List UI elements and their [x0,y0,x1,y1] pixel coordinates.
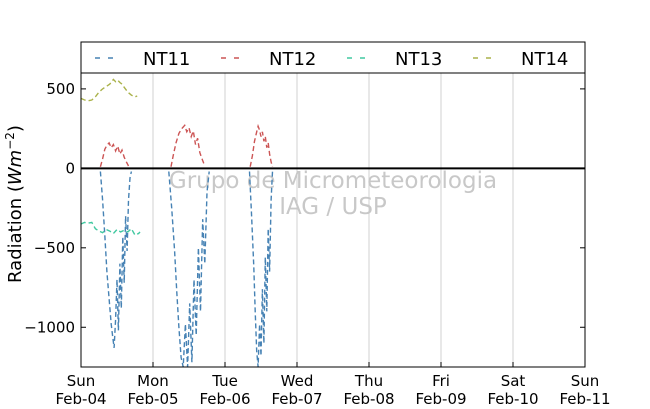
series-nt11-line [248,171,274,367]
series-lines [81,78,274,367]
series-nt11-line [168,171,210,367]
series-nt12-line [170,124,206,167]
y-axis-label-text: Radiation [5,198,26,283]
x-tick-date-label: Feb-07 [271,390,322,408]
plot-frame [80,72,586,368]
x-tick-date-label: Feb-08 [343,390,394,408]
legend-label-nt12: NT12 [269,49,316,70]
legend: NT11 NT12 NT13 NT14 [80,41,586,74]
axes: 5000−500−1000SunFeb-04MonFeb-05TueFeb-06… [24,80,610,408]
y-tick-label: −1000 [24,318,75,336]
x-tick-day-label: Fri [432,372,450,390]
legend-label-nt13: NT13 [395,49,442,70]
legend-label-nt14: NT14 [521,49,568,70]
series-nt12-line [99,141,130,167]
x-tick-day-label: Thu [354,372,383,390]
y-tick-label: 500 [46,80,75,98]
y-axis-label-unit: Wm [5,150,26,185]
x-tick-date-label: Feb-06 [199,390,250,408]
watermark-line-1: Grupo de Micrometeorologia [169,168,497,194]
watermark-line-2: IAG / USP [279,194,387,220]
legend-box [80,41,586,74]
x-tick-date-label: Feb-10 [487,390,538,408]
x-tick-date-label: Feb-05 [127,390,178,408]
y-axis-label: Radiation (Wm−2) [3,125,26,283]
x-tick-day-label: Mon [137,372,169,390]
x-tick-date-label: Feb-11 [559,390,610,408]
series-nt14-line [81,78,138,102]
x-tick-day-label: Sun [571,372,600,390]
legend-label-nt11: NT11 [143,49,190,70]
series-nt11-line [99,171,133,348]
x-tick-day-label: Wed [281,372,314,390]
x-tick-date-label: Feb-04 [55,390,106,408]
y-tick-label: −500 [34,239,75,257]
x-tick-day-label: Sat [501,372,526,390]
x-tick-day-label: Sun [67,372,96,390]
vertical-grid [152,73,514,367]
x-tick-date-label: Feb-09 [415,390,466,408]
x-tick-day-label: Tue [211,372,238,390]
series-nt13-line [81,221,141,236]
y-axis-label-exponent: −2 [3,132,17,150]
y-tick-label: 0 [65,159,75,177]
series-nt12-line [249,123,274,167]
